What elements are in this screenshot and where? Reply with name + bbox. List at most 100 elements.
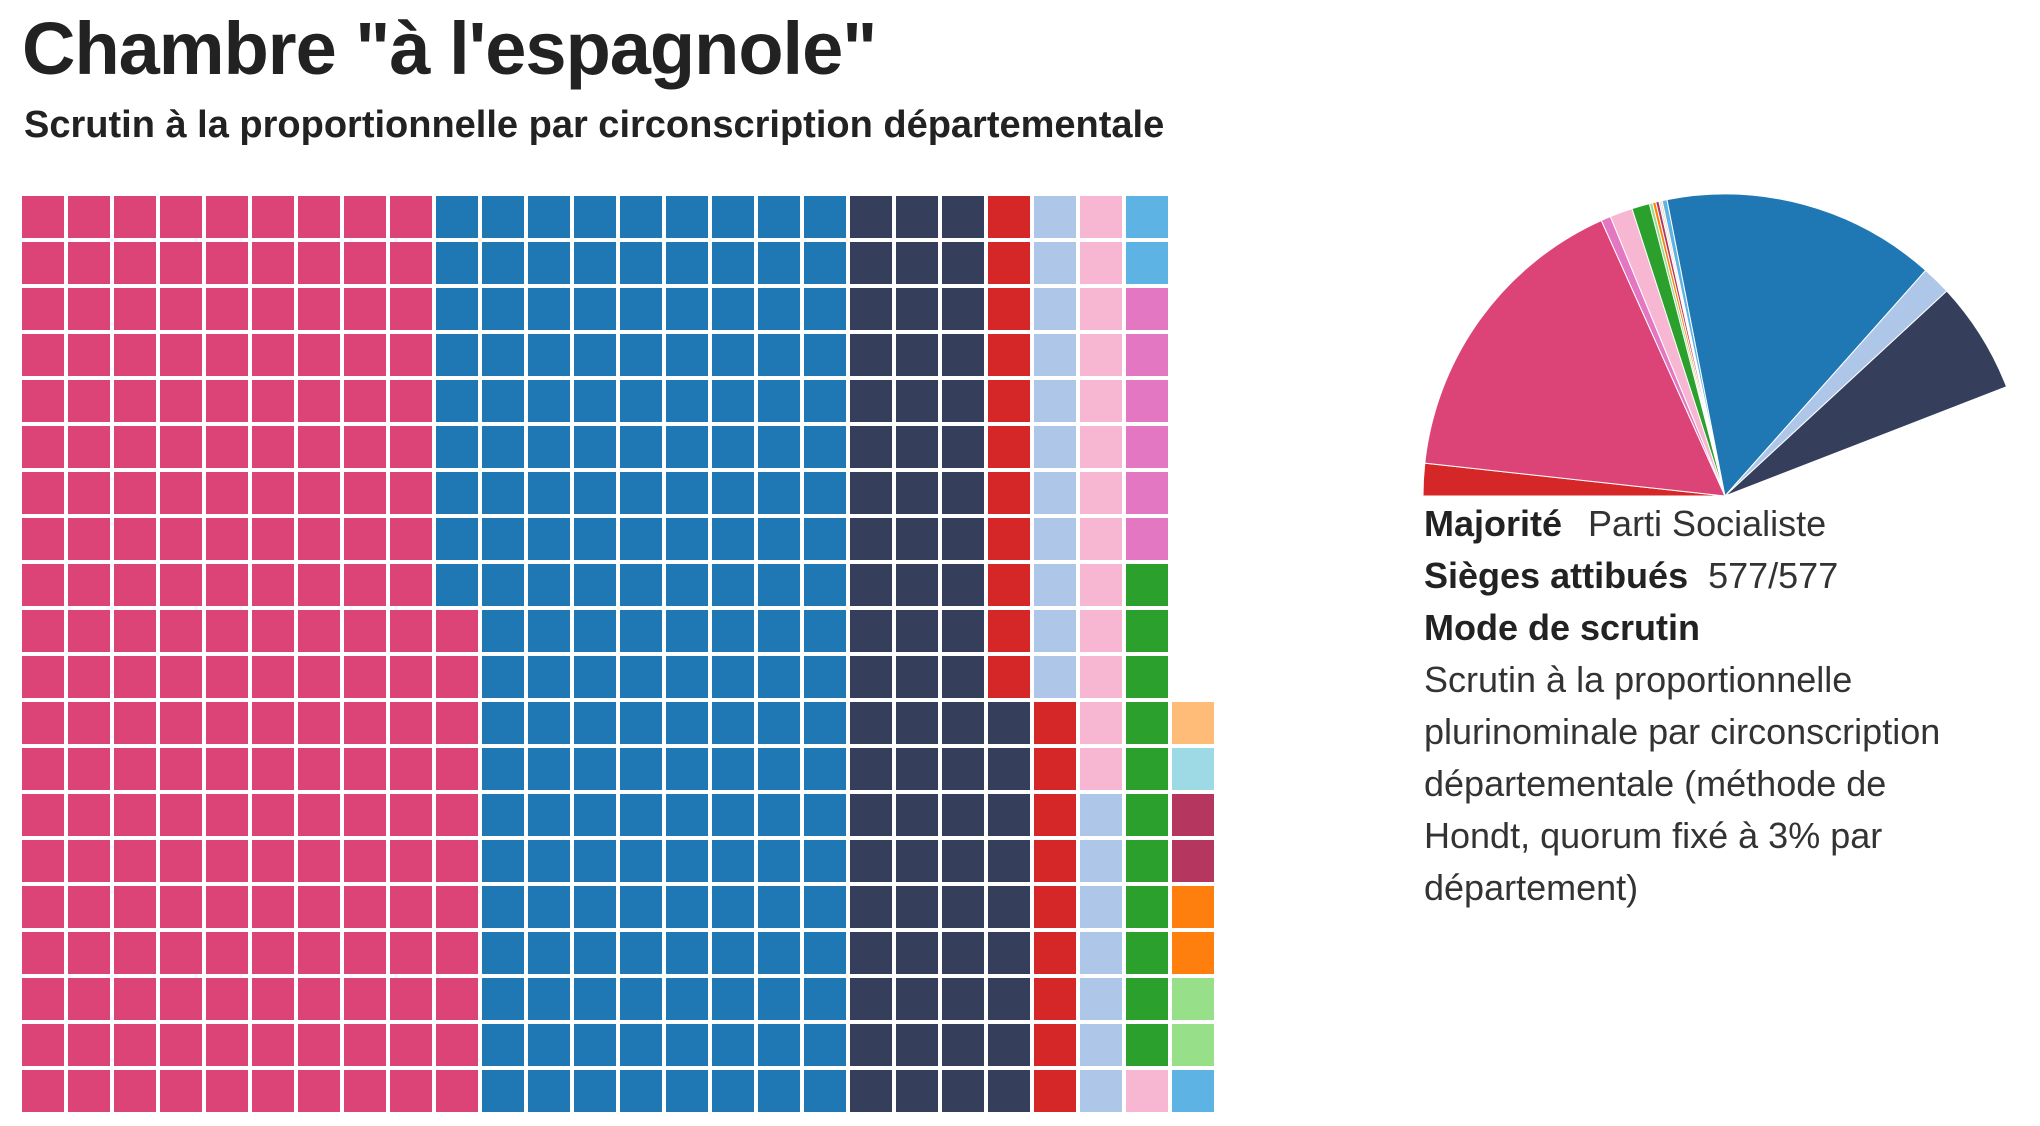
seat-cell-party-1: [252, 748, 294, 790]
seat-cell-party-2: [574, 196, 616, 238]
seat-cell-party-2: [482, 978, 524, 1020]
seat-cell-party-2: [804, 656, 846, 698]
seat-cell-party-3: [896, 748, 938, 790]
seat-cell-party-2: [528, 288, 570, 330]
seat-cell-party-1: [22, 886, 64, 928]
majority-value: Parti Socialiste: [1588, 503, 1827, 544]
seat-cell-party-4: [988, 656, 1030, 698]
seat-cell-party-1: [390, 564, 432, 606]
seat-cell-party-1: [344, 242, 386, 284]
seat-cell-party-1: [160, 564, 202, 606]
seat-cell-party-1: [252, 196, 294, 238]
seat-cell-party-2: [620, 932, 662, 974]
seat-cell-party-1: [206, 978, 248, 1020]
seat-cell-party-2: [666, 288, 708, 330]
seat-cell-party-2: [712, 978, 754, 1020]
seat-cell-party-2: [574, 518, 616, 560]
seat-cell-party-1: [344, 518, 386, 560]
seat-cell-party-1: [22, 518, 64, 560]
seat-cell-party-3: [942, 518, 984, 560]
seat-cell-party-2: [620, 1024, 662, 1066]
seat-cell-party-2: [804, 472, 846, 514]
seat-cell-party-7: [1126, 702, 1168, 744]
seat-cell-party-1: [436, 1024, 478, 1066]
seat-cell-party-1: [160, 426, 202, 468]
seat-cell-party-3: [942, 886, 984, 928]
seat-cell-party-2: [666, 932, 708, 974]
seat-cell-party-3: [988, 1024, 1030, 1066]
seat-cell-party-1: [298, 472, 340, 514]
seat-cell-party-1: [344, 380, 386, 422]
seat-cell-party-1: [298, 886, 340, 928]
seat-cell-party-3: [988, 886, 1030, 928]
seat-cell-party-3: [942, 334, 984, 376]
seat-cell-party-1: [22, 380, 64, 422]
seat-cell-party-1: [114, 472, 156, 514]
seat-cell-party-3: [896, 610, 938, 652]
seat-cell-party-6: [1080, 334, 1122, 376]
seat-cell-party-2: [528, 1070, 570, 1112]
seat-cell-party-1: [252, 1070, 294, 1112]
seat-cell-party-1: [344, 656, 386, 698]
seat-cell-party-1: [344, 932, 386, 974]
seat-cell-party-1: [206, 794, 248, 836]
seat-cell-party-12: [1172, 794, 1214, 836]
seat-cell-party-4: [1034, 932, 1076, 974]
seat-cell-party-2: [758, 978, 800, 1020]
seat-cell-party-2: [804, 564, 846, 606]
seat-cell-party-1: [344, 1070, 386, 1112]
seat-cell-party-9: [1172, 1070, 1214, 1112]
seat-cell-party-10: [1172, 978, 1214, 1020]
seat-cell-party-3: [896, 380, 938, 422]
seat-cell-party-4: [988, 610, 1030, 652]
seat-cell-party-1: [160, 932, 202, 974]
seat-cell-party-3: [942, 196, 984, 238]
seat-cell-party-2: [666, 702, 708, 744]
mode-label: Mode de scrutin: [1424, 607, 1701, 648]
seat-cell-party-1: [298, 610, 340, 652]
seat-cell-party-5: [1080, 1070, 1122, 1112]
seat-cell-party-3: [942, 748, 984, 790]
seat-cell-party-3: [850, 334, 892, 376]
seat-cell-party-5: [1080, 1024, 1122, 1066]
seat-cell-party-2: [436, 196, 478, 238]
seat-cell-party-1: [298, 840, 340, 882]
seat-cell-party-1: [22, 196, 64, 238]
seat-cell-party-2: [482, 426, 524, 468]
seat-cell-party-1: [252, 932, 294, 974]
seat-cell-party-3: [942, 702, 984, 744]
seat-cell-party-1: [114, 932, 156, 974]
seat-cell-party-2: [574, 380, 616, 422]
seat-cell-party-2: [482, 380, 524, 422]
seat-cell-party-7: [1126, 794, 1168, 836]
seat-cell-party-1: [344, 472, 386, 514]
seat-cell-party-2: [574, 794, 616, 836]
seat-cell-party-2: [482, 840, 524, 882]
seat-cell-party-1: [390, 242, 432, 284]
seat-cell-party-1: [390, 334, 432, 376]
seat-cell-party-3: [896, 518, 938, 560]
seat-cell-party-3: [850, 840, 892, 882]
seat-cell-party-1: [114, 656, 156, 698]
seat-cell-party-1: [436, 656, 478, 698]
seat-cell-party-2: [574, 656, 616, 698]
seat-cell-party-8: [1126, 426, 1168, 468]
seat-cell-party-2: [712, 794, 754, 836]
seat-cell-party-2: [620, 196, 662, 238]
seat-cell-party-3: [896, 288, 938, 330]
seat-cell-party-1: [252, 334, 294, 376]
seat-cell-party-4: [988, 242, 1030, 284]
seat-cell-party-2: [804, 334, 846, 376]
seat-cell-party-2: [528, 932, 570, 974]
seat-cell-party-2: [758, 610, 800, 652]
seat-cell-party-3: [896, 426, 938, 468]
seat-cell-party-1: [206, 748, 248, 790]
seat-cell-party-3: [896, 702, 938, 744]
seat-cell-party-2: [528, 610, 570, 652]
seat-cell-party-2: [712, 656, 754, 698]
seat-cell-party-3: [942, 794, 984, 836]
seat-cell-party-1: [114, 840, 156, 882]
seat-cell-party-2: [804, 288, 846, 330]
seat-cell-party-2: [436, 380, 478, 422]
seat-cell-party-8: [1126, 472, 1168, 514]
